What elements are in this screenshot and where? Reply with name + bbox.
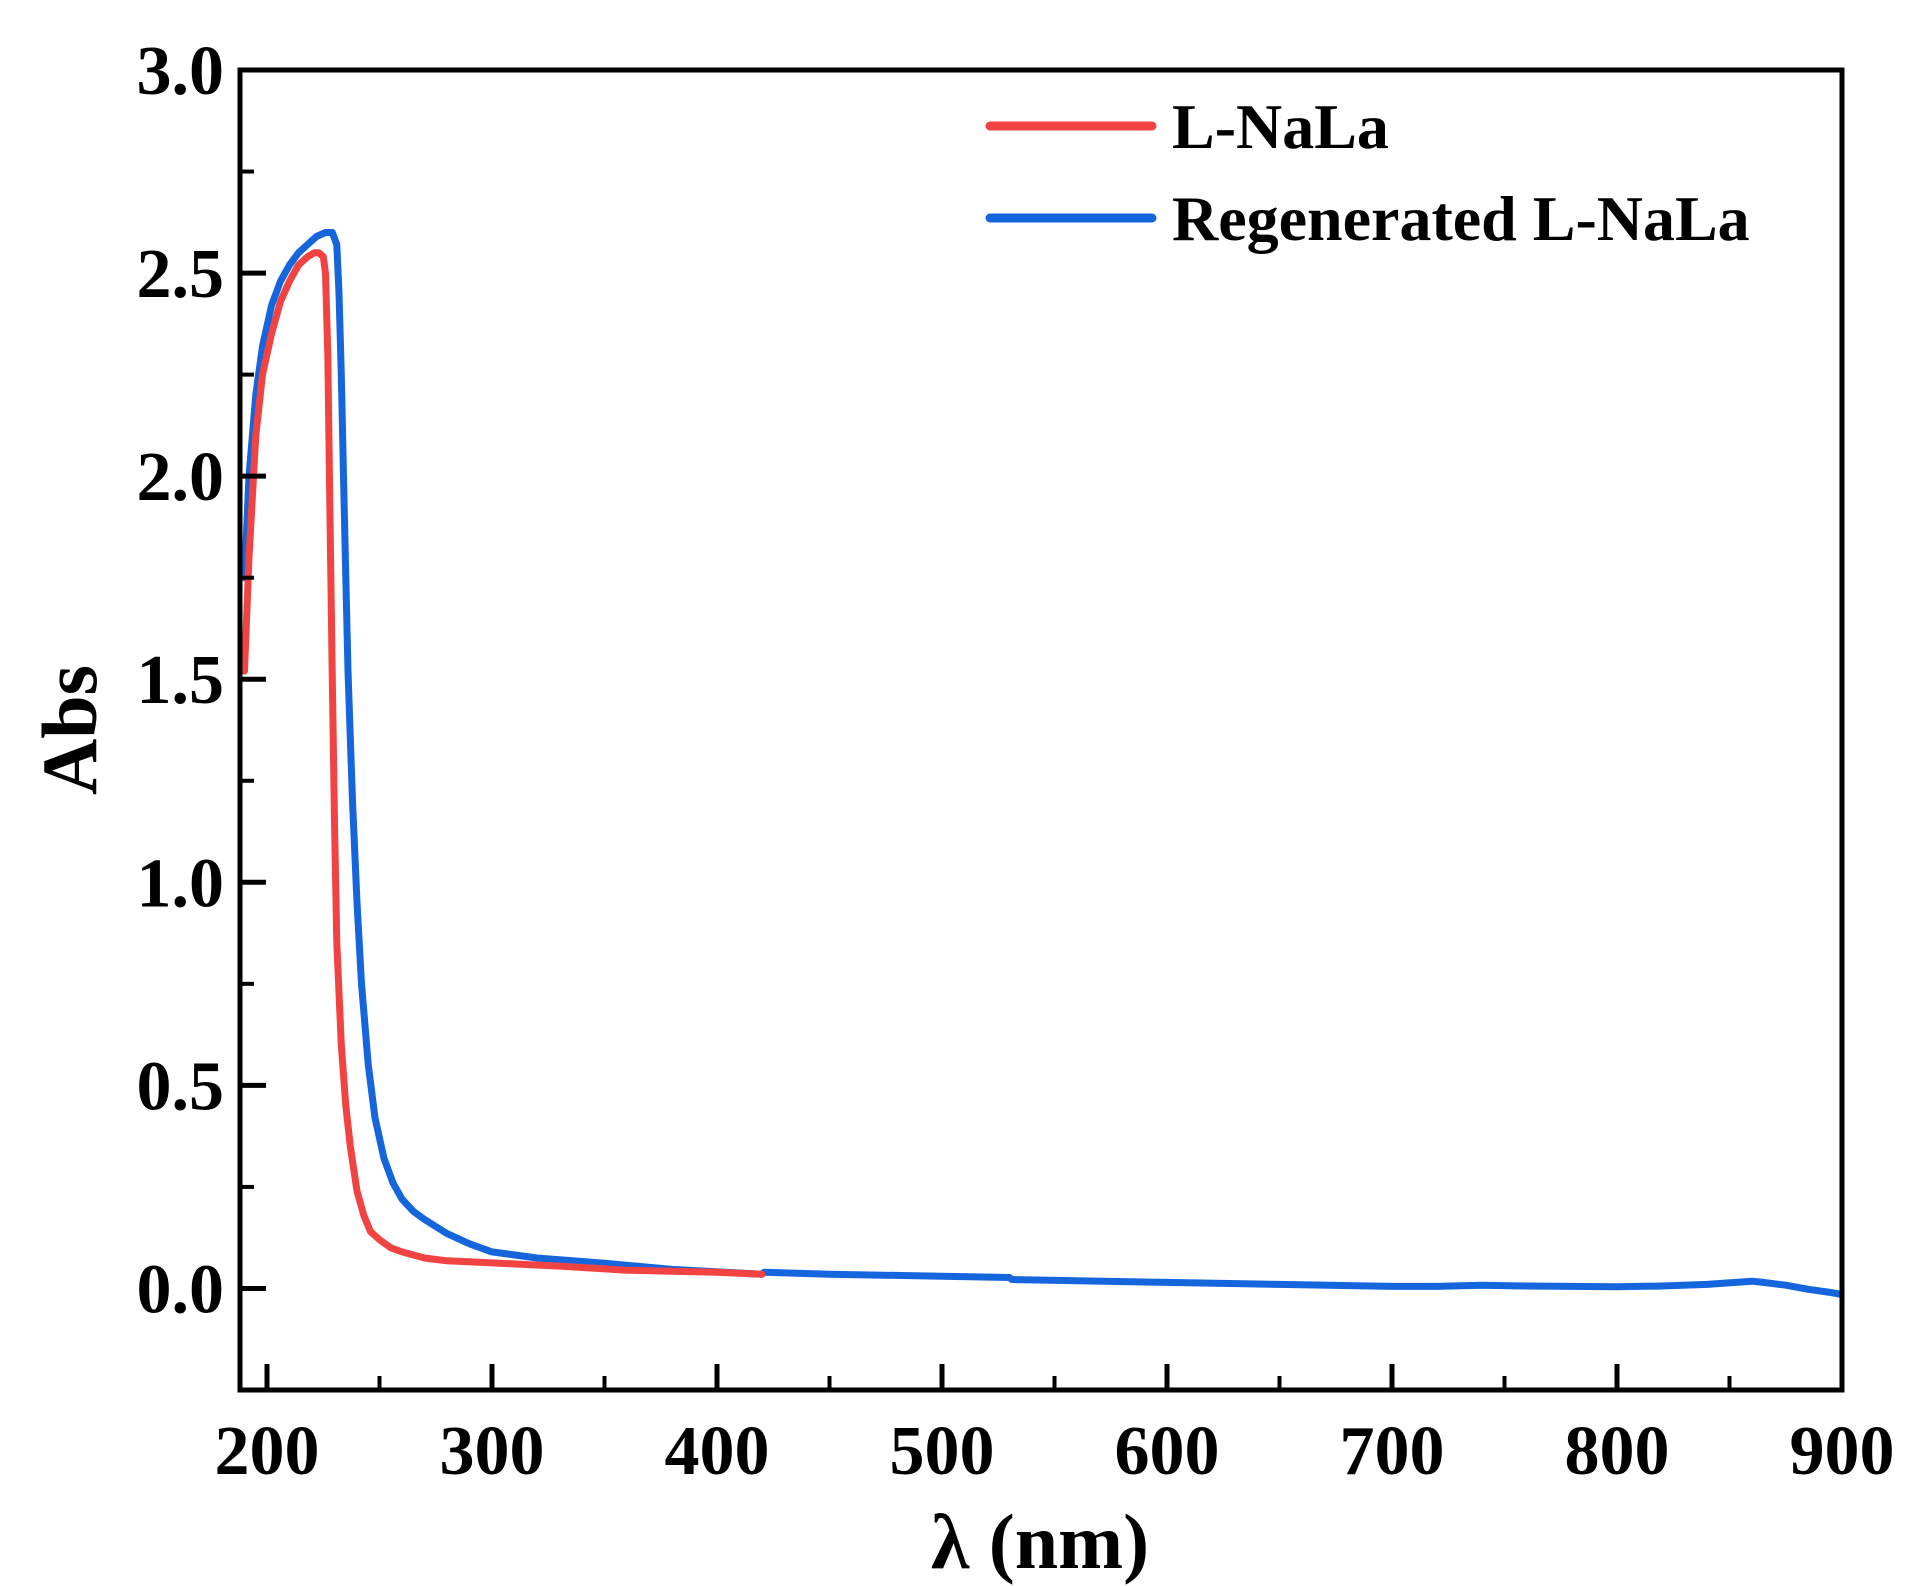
x-tick-label-700: 700 [1340,1413,1445,1490]
series-line-0 [241,249,766,1278]
y-tick-label-6: 3.0 [137,33,225,110]
y-tick-label-4: 2.0 [137,439,225,516]
plot-frame [237,67,1845,1393]
x-tick-label-900: 900 [1790,1413,1895,1490]
series-line-1 [241,229,1842,1299]
x-tick-label-800: 800 [1565,1413,1670,1490]
x-tick-label-400: 400 [665,1413,770,1490]
x-tick-label-300: 300 [440,1413,545,1490]
x-tick-label-200: 200 [215,1413,320,1490]
y-tick-label-1: 0.5 [137,1048,225,1125]
y-tick-label-3: 1.5 [137,642,225,719]
x-axis-title: λ (nm) [931,1498,1149,1585]
legend-label-1: Regenerated L-NaLa [1172,183,1750,254]
y-tick-label-0: 0.0 [137,1251,225,1328]
y-axis-title: Abs [26,665,113,795]
x-tick-label-600: 600 [1115,1413,1220,1490]
y-tick-label-2: 1.0 [137,845,225,922]
legend-label-0: L-NaLa [1172,91,1389,162]
x-tick-label-500: 500 [890,1413,995,1490]
y-tick-label-5: 2.5 [137,236,225,313]
